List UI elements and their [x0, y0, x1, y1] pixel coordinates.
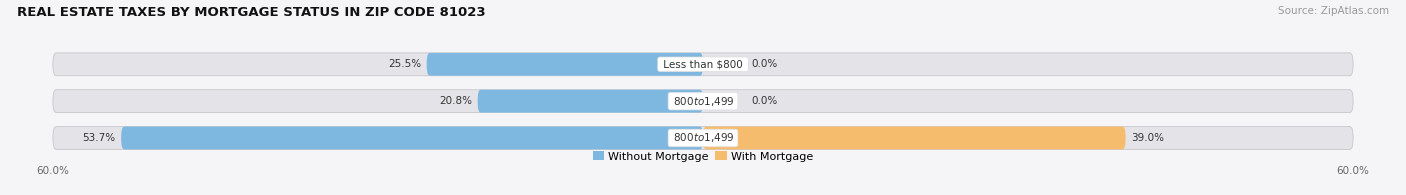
- Text: $800 to $1,499: $800 to $1,499: [671, 131, 735, 144]
- Text: 0.0%: 0.0%: [752, 96, 778, 106]
- Text: 20.8%: 20.8%: [439, 96, 472, 106]
- Text: Less than $800: Less than $800: [659, 59, 747, 69]
- FancyBboxPatch shape: [478, 90, 703, 113]
- Text: 25.5%: 25.5%: [388, 59, 422, 69]
- Text: 39.0%: 39.0%: [1130, 133, 1164, 143]
- FancyBboxPatch shape: [703, 127, 1126, 149]
- FancyBboxPatch shape: [53, 127, 1353, 149]
- FancyBboxPatch shape: [53, 53, 1353, 76]
- Legend: Without Mortgage, With Mortgage: Without Mortgage, With Mortgage: [588, 147, 818, 166]
- Text: 0.0%: 0.0%: [752, 59, 778, 69]
- Text: Source: ZipAtlas.com: Source: ZipAtlas.com: [1278, 6, 1389, 16]
- FancyBboxPatch shape: [121, 127, 703, 149]
- FancyBboxPatch shape: [426, 53, 703, 76]
- Text: $800 to $1,499: $800 to $1,499: [671, 95, 735, 108]
- Text: 53.7%: 53.7%: [83, 133, 115, 143]
- Text: REAL ESTATE TAXES BY MORTGAGE STATUS IN ZIP CODE 81023: REAL ESTATE TAXES BY MORTGAGE STATUS IN …: [17, 6, 485, 19]
- FancyBboxPatch shape: [53, 90, 1353, 113]
